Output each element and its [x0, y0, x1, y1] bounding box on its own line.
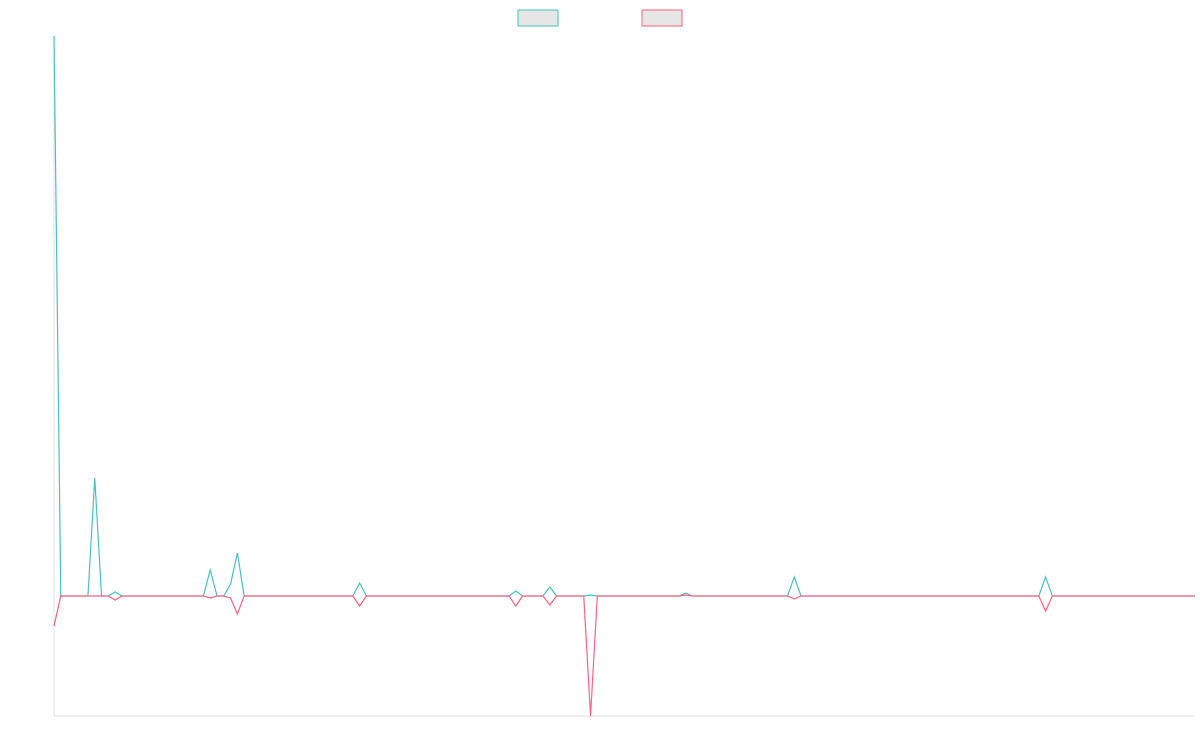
series-line: [53, 594, 1195, 717]
series-line: [53, 35, 1195, 597]
legend-swatch: [641, 9, 683, 27]
legend-swatch: [517, 9, 559, 27]
